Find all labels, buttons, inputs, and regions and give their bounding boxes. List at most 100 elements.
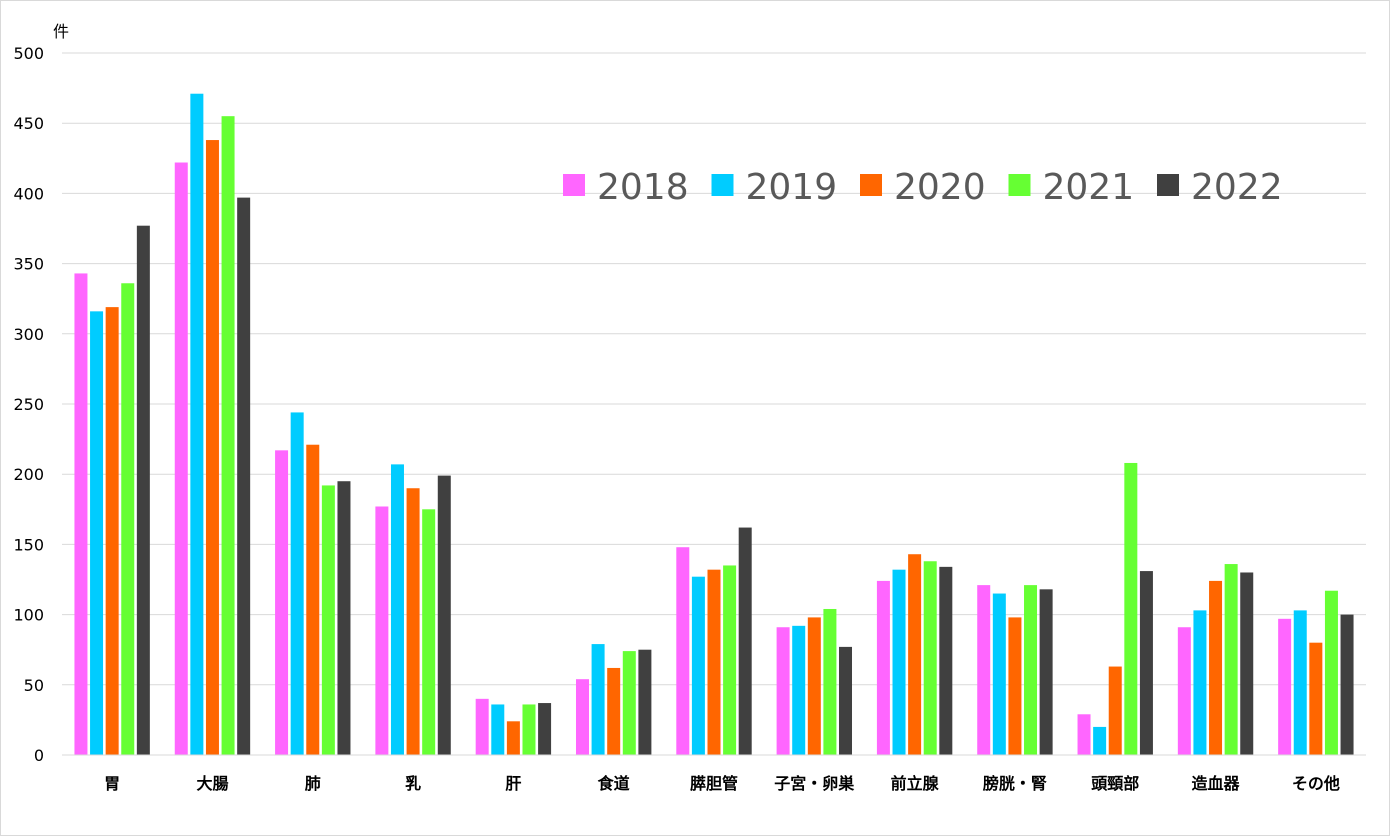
y-tick-label: 150 <box>13 535 44 554</box>
bar-2021 <box>823 608 837 755</box>
y-tick-label: 200 <box>13 465 44 484</box>
bar-2021 <box>1224 564 1238 755</box>
legend-swatch-2021 <box>1008 174 1031 196</box>
legend-label-2021: 2021 <box>1043 167 1135 208</box>
bar-2018 <box>575 679 589 755</box>
x-category-label: 前立腺 <box>891 774 940 793</box>
bar-2020 <box>205 140 219 756</box>
bar-2018 <box>776 627 790 755</box>
bar-2018 <box>1177 627 1191 755</box>
bar-2020 <box>506 721 520 755</box>
bar-2018 <box>676 547 690 755</box>
y-tick-label: 300 <box>13 325 44 344</box>
bar-2018 <box>876 580 890 755</box>
bar-2020 <box>607 667 621 755</box>
bar-2019 <box>390 464 404 755</box>
bar-2018 <box>1077 714 1091 755</box>
bar-2022 <box>1139 571 1153 755</box>
bar-2019 <box>992 593 1006 755</box>
bar-2019 <box>1093 726 1107 755</box>
bar-2018 <box>174 162 188 756</box>
y-tick-label: 450 <box>13 114 44 133</box>
legend-swatch-2019 <box>711 174 734 196</box>
x-axis: 胃 大腸 肺 乳 肝 食道 膵胆管 子宮・卵巣 前立腺 膀胱・腎 頭頸部 造血器 その他 <box>62 754 1366 793</box>
bar-2019 <box>892 569 906 755</box>
bar-2019 <box>591 644 605 755</box>
bar-2021 <box>1024 585 1038 755</box>
bar-2022 <box>738 527 752 755</box>
bar-2020 <box>1108 666 1122 755</box>
bar-2022 <box>1039 589 1053 755</box>
bars <box>74 93 1354 756</box>
legend-label-2018: 2018 <box>597 167 689 208</box>
y-tick-label: 250 <box>13 395 44 414</box>
bar-2020 <box>306 444 320 755</box>
bar-2021 <box>221 116 235 756</box>
legend-label-2022: 2022 <box>1191 167 1283 208</box>
bar-2018 <box>475 698 489 755</box>
bar-2022 <box>437 475 451 755</box>
bar-2019 <box>90 311 104 755</box>
bar-2019 <box>1293 610 1307 755</box>
x-category-label: その他 <box>1292 774 1340 793</box>
x-category-label: 頭頸部 <box>1091 774 1139 793</box>
bar-2022 <box>1240 572 1254 755</box>
bar-2019 <box>491 704 505 755</box>
bar-2021 <box>923 561 937 755</box>
bar-2021 <box>422 509 436 755</box>
x-category-label: 胃 <box>104 774 120 793</box>
legend-swatch-2020 <box>860 174 882 196</box>
x-category-label: 造血器 <box>1192 774 1241 793</box>
x-category-label: 子宮・卵巣 <box>774 774 855 793</box>
legend: 2018 2019 2020 2021 2022 <box>563 167 1283 208</box>
bar-2018 <box>1278 618 1292 755</box>
bar-2021 <box>1324 590 1338 755</box>
bar-2022 <box>538 703 552 755</box>
bar-2022 <box>237 197 251 755</box>
y-tick-label: 350 <box>13 255 44 274</box>
bar-2020 <box>807 617 821 755</box>
bar-2020 <box>908 554 922 755</box>
bar-2021 <box>321 485 335 755</box>
x-category-label: 膵胆管 <box>690 774 738 793</box>
bar-2021 <box>1124 462 1138 755</box>
y-tick-label: 0 <box>34 746 44 765</box>
bar-2021 <box>622 651 636 755</box>
y-tick-label: 100 <box>13 606 44 625</box>
bar-2022 <box>839 646 853 755</box>
legend-label-2020: 2020 <box>894 167 986 208</box>
bar-2020 <box>1008 617 1022 755</box>
bar-2020 <box>1209 580 1223 755</box>
bar-2018 <box>977 585 991 755</box>
bar-2020 <box>105 307 119 755</box>
bar-2022 <box>638 649 652 755</box>
bar-2022 <box>337 481 351 755</box>
bar-2018 <box>375 506 389 755</box>
x-category-label: 乳 <box>405 774 421 793</box>
bar-2022 <box>1340 614 1354 755</box>
bar-2019 <box>792 625 806 755</box>
y-axis: 0 50 100 150 200 250 300 350 400 450 500 <box>13 44 44 765</box>
bar-2019 <box>1193 610 1207 755</box>
y-tick-label: 400 <box>13 184 44 203</box>
y-tick-label: 500 <box>13 44 44 63</box>
bar-2020 <box>707 569 721 755</box>
x-category-label: 肝 <box>505 774 521 793</box>
legend-swatch-2022 <box>1157 174 1179 196</box>
bar-2022 <box>136 225 150 755</box>
y-axis-unit-label: 件 <box>53 22 69 41</box>
bar-2021 <box>121 283 135 755</box>
bar-2020 <box>1309 642 1323 755</box>
x-category-label: 肺 <box>305 774 321 793</box>
bar-2019 <box>691 576 705 755</box>
bar-2021 <box>522 704 536 755</box>
x-category-label: 膀胱・腎 <box>983 774 1047 793</box>
bar-2021 <box>723 565 737 755</box>
bar-2022 <box>939 566 953 755</box>
y-tick-label: 50 <box>24 676 44 695</box>
bar-2018 <box>74 273 88 755</box>
bar-2020 <box>406 488 420 755</box>
legend-label-2019: 2019 <box>746 167 838 208</box>
